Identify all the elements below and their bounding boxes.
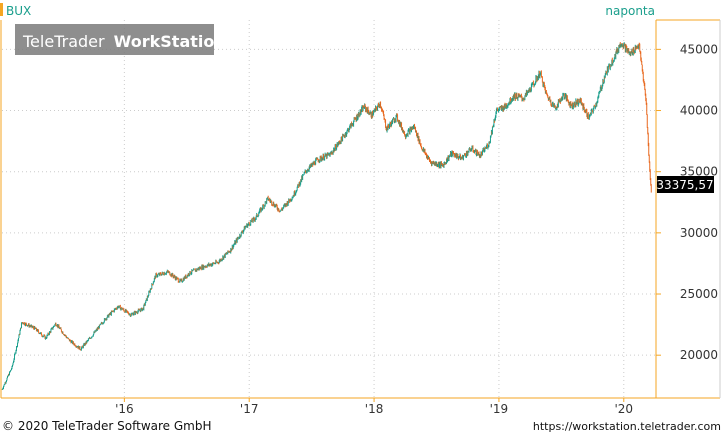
x-tick-label: '18: [365, 402, 384, 416]
y-tick-label: 40000: [680, 104, 718, 118]
x-tick-label: '20: [614, 402, 633, 416]
last-price-badge: 33375,57: [656, 176, 714, 193]
x-axis-ticks: '16 '17 '18 '19 '20: [115, 398, 633, 416]
watermark-product: WorkStation: [114, 32, 226, 51]
candle-series: [1, 42, 652, 390]
source-url[interactable]: https://workstation.teletrader.com: [532, 420, 721, 433]
y-axis-ticks: 20000 25000 30000 35000 40000 45000: [656, 42, 718, 362]
period-label: naponta: [605, 4, 655, 18]
grid-layer: [2, 20, 655, 398]
x-tick-label: '17: [240, 402, 259, 416]
axis-layer: [0, 19, 721, 399]
last-price-value: 33375,57: [656, 178, 713, 192]
symbol-marker: [0, 3, 3, 16]
watermark-brand: TeleTrader: [22, 32, 105, 51]
watermark: TeleTrader WorkStation: [15, 24, 226, 55]
y-tick-label: 45000: [680, 42, 718, 56]
y-tick-label: 20000: [680, 348, 718, 362]
y-tick-label: 35000: [680, 165, 718, 179]
y-tick-label: 30000: [680, 226, 718, 240]
copyright-text: © 2020 TeleTrader Software GmbH: [2, 419, 212, 433]
svg-text:TeleTrader WorkStation: TeleTrader WorkStation: [22, 32, 226, 51]
x-tick-label: '16: [115, 402, 134, 416]
x-tick-label: '19: [490, 402, 509, 416]
symbol-label: BUX: [6, 4, 31, 18]
y-tick-label: 25000: [680, 287, 718, 301]
